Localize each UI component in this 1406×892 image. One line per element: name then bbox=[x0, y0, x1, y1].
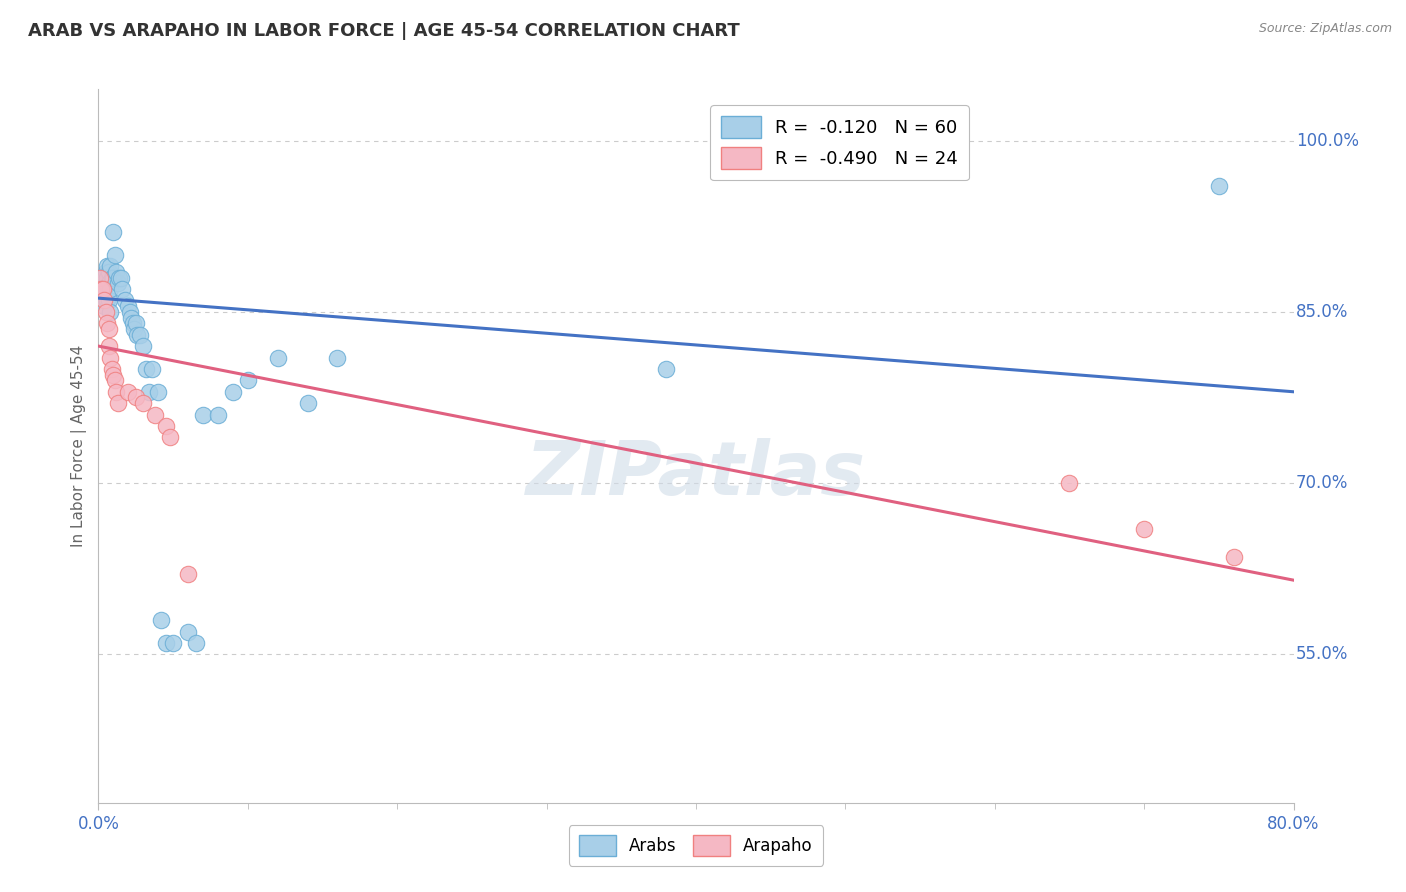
Point bbox=[98, 351, 122, 365]
Point bbox=[97, 265, 120, 279]
Point bbox=[89, 293, 111, 308]
Point bbox=[97, 339, 120, 353]
Point bbox=[96, 259, 118, 273]
Point bbox=[114, 293, 136, 308]
Point bbox=[94, 293, 117, 308]
Point bbox=[107, 277, 129, 291]
Point bbox=[105, 384, 128, 399]
Point bbox=[98, 305, 122, 319]
Text: ARAB VS ARAPAHO IN LABOR FORCE | AGE 45-54 CORRELATION CHART: ARAB VS ARAPAHO IN LABOR FORCE | AGE 45-… bbox=[28, 22, 740, 40]
Point bbox=[138, 384, 160, 399]
Point bbox=[93, 282, 115, 296]
Point bbox=[101, 362, 124, 376]
Point bbox=[1133, 522, 1156, 536]
Point bbox=[222, 384, 245, 399]
Text: 70.0%: 70.0% bbox=[1296, 475, 1348, 492]
Point bbox=[267, 351, 290, 365]
Point bbox=[129, 327, 152, 342]
Point bbox=[93, 270, 115, 285]
Point bbox=[297, 396, 319, 410]
Point bbox=[94, 277, 117, 291]
Point bbox=[1059, 476, 1081, 491]
Point bbox=[98, 259, 122, 273]
Point bbox=[103, 368, 125, 382]
Point bbox=[110, 270, 132, 285]
Point bbox=[121, 316, 143, 330]
Point bbox=[98, 282, 122, 296]
Point bbox=[89, 270, 111, 285]
Point bbox=[91, 293, 114, 308]
Point bbox=[93, 293, 115, 308]
Point bbox=[207, 408, 229, 422]
Point bbox=[155, 419, 177, 434]
Point bbox=[141, 362, 163, 376]
Point bbox=[127, 327, 149, 342]
Point bbox=[97, 277, 120, 291]
Point bbox=[107, 396, 129, 410]
Point bbox=[117, 384, 139, 399]
Point bbox=[111, 282, 134, 296]
Point bbox=[1223, 550, 1246, 565]
Point bbox=[96, 293, 118, 308]
Point bbox=[103, 225, 125, 239]
Point bbox=[105, 265, 128, 279]
Point bbox=[236, 373, 259, 387]
Point bbox=[97, 322, 120, 336]
Y-axis label: In Labor Force | Age 45-54: In Labor Force | Age 45-54 bbox=[72, 345, 87, 547]
Point bbox=[94, 305, 117, 319]
Point bbox=[148, 384, 170, 399]
Point bbox=[177, 624, 200, 639]
Point bbox=[177, 567, 200, 582]
Point bbox=[143, 408, 166, 422]
Point bbox=[125, 316, 148, 330]
Point bbox=[96, 270, 118, 285]
Point bbox=[104, 248, 127, 262]
Point bbox=[120, 310, 142, 325]
Point bbox=[101, 270, 124, 285]
Point bbox=[90, 282, 112, 296]
Point bbox=[132, 339, 155, 353]
Point bbox=[96, 316, 118, 330]
Text: 55.0%: 55.0% bbox=[1296, 646, 1348, 664]
Point bbox=[93, 299, 115, 313]
Point bbox=[124, 322, 146, 336]
Point bbox=[326, 351, 349, 365]
Point bbox=[135, 362, 157, 376]
Point bbox=[89, 277, 111, 291]
Point bbox=[91, 270, 114, 285]
Point bbox=[655, 362, 678, 376]
Point bbox=[150, 613, 173, 627]
Legend: Arabs, Arapaho: Arabs, Arapaho bbox=[569, 825, 823, 866]
Point bbox=[97, 293, 120, 308]
Point bbox=[104, 373, 127, 387]
Point bbox=[90, 282, 112, 296]
Text: ZIPatlas: ZIPatlas bbox=[526, 438, 866, 511]
Point bbox=[132, 396, 155, 410]
Point bbox=[90, 270, 112, 285]
Point bbox=[91, 277, 114, 291]
Point bbox=[162, 636, 184, 650]
Point bbox=[191, 408, 214, 422]
Point bbox=[91, 282, 114, 296]
Text: 85.0%: 85.0% bbox=[1296, 303, 1348, 321]
Point bbox=[155, 636, 177, 650]
Point bbox=[108, 270, 131, 285]
Point bbox=[159, 430, 181, 444]
Point bbox=[1208, 179, 1230, 194]
Point bbox=[184, 636, 207, 650]
Point bbox=[924, 134, 946, 148]
Point bbox=[94, 265, 117, 279]
Point bbox=[118, 305, 141, 319]
Point bbox=[103, 270, 125, 285]
Text: Source: ZipAtlas.com: Source: ZipAtlas.com bbox=[1258, 22, 1392, 36]
Point bbox=[125, 391, 148, 405]
Text: 100.0%: 100.0% bbox=[1296, 132, 1360, 150]
Point bbox=[117, 299, 139, 313]
